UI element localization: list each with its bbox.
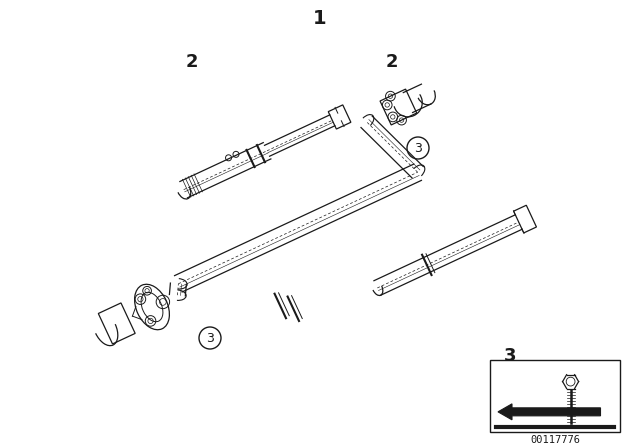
Text: 2: 2 <box>386 53 398 71</box>
Text: 3: 3 <box>206 332 214 345</box>
Text: 00117776: 00117776 <box>530 435 580 445</box>
Text: 1: 1 <box>313 9 327 27</box>
Text: 2: 2 <box>186 53 198 71</box>
Text: 3: 3 <box>504 347 516 365</box>
Polygon shape <box>498 404 600 420</box>
Text: 3: 3 <box>414 142 422 155</box>
